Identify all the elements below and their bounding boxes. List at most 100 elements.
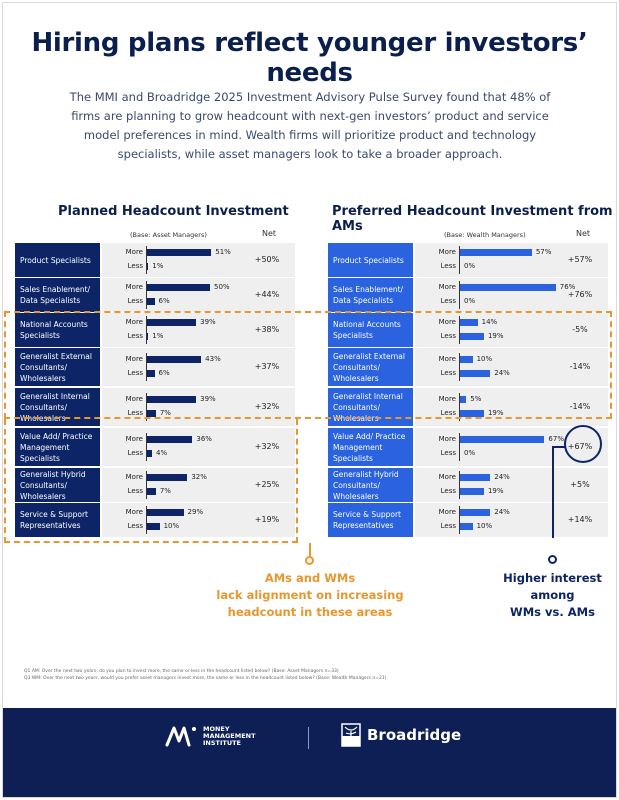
more-label: More <box>438 508 456 516</box>
less-bar <box>147 523 160 530</box>
navy-callout-line: WMs vs. AMs <box>510 605 595 619</box>
net-value: +25% <box>254 480 280 489</box>
less-label: Less <box>440 332 456 340</box>
less-value: 6% <box>158 369 170 377</box>
less-bar <box>460 488 484 495</box>
more-value: 14% <box>481 318 498 326</box>
more-value: 32% <box>191 473 207 481</box>
net-value: +5% <box>570 480 590 489</box>
less-label: Less <box>127 487 143 495</box>
more-value: 43% <box>205 355 221 363</box>
more-label: More <box>438 435 456 443</box>
category-label: Value Add/ Practice Management Specialis… <box>328 428 413 466</box>
net-value: +32% <box>254 402 280 411</box>
right-base-note: (Base: Wealth Managers) <box>444 231 526 239</box>
more-bar <box>147 284 210 291</box>
less-label: Less <box>127 332 143 340</box>
bar-axis <box>146 246 147 274</box>
more-bar <box>147 249 212 256</box>
left-panel-title: Planned Headcount Investment <box>58 204 289 219</box>
more-bar <box>460 284 556 291</box>
bar-axis <box>459 506 460 534</box>
row-background <box>102 388 295 426</box>
alignment-highlight-box <box>4 311 612 419</box>
less-value: 0% <box>464 297 476 305</box>
category-label: Sales Enablement/ Data Specialists <box>328 278 413 312</box>
page-title: Hiring plans reflect younger investors’ … <box>31 28 588 88</box>
row-background <box>102 243 295 277</box>
less-value: 0% <box>464 449 476 457</box>
chart-row: Generalist Hybrid Consultants/ Wholesale… <box>328 468 608 502</box>
navy-connector-line <box>552 446 554 538</box>
less-bar <box>147 263 149 270</box>
row-background <box>415 348 608 386</box>
less-bar <box>460 333 484 340</box>
less-value: 24% <box>494 369 510 377</box>
orange-callout-dot <box>305 556 314 565</box>
more-bar <box>147 509 184 516</box>
alignment-highlight-box-lower <box>4 419 298 543</box>
less-label: Less <box>127 522 143 530</box>
category-label: National Accounts Specialists <box>15 313 100 347</box>
more-bar <box>147 436 193 443</box>
chart-row: Generalist Internal Consultants/ Wholesa… <box>328 388 608 426</box>
category-label: Product Specialists <box>15 243 100 277</box>
more-bar <box>460 396 467 403</box>
more-label: More <box>125 473 143 481</box>
more-label: More <box>125 283 143 291</box>
more-bar <box>147 356 202 363</box>
mmi-wordmark: MONEY MANAGEMENT INSTITUTE <box>203 724 256 747</box>
bar-axis <box>146 316 147 344</box>
chart-row: Generalist Internal Consultants/ Wholesa… <box>15 388 295 426</box>
category-label: Value Add/ Practice Management Specialis… <box>15 428 100 466</box>
more-label: More <box>125 508 143 516</box>
more-label: More <box>125 435 143 443</box>
less-value: 6% <box>158 297 170 305</box>
more-value: 36% <box>196 435 212 443</box>
less-value: 7% <box>159 409 171 417</box>
less-label: Less <box>440 487 456 495</box>
bar-axis <box>146 506 147 534</box>
more-bar <box>460 319 478 326</box>
less-label: Less <box>440 409 456 417</box>
row-background <box>415 468 608 502</box>
category-label: Generalist Hybrid Consultants/ Wholesale… <box>328 468 413 502</box>
net-value: +44% <box>254 290 280 299</box>
orange-callout-line: AMs and WMs <box>264 571 356 585</box>
more-value: 51% <box>215 248 231 256</box>
less-value: 10% <box>163 522 180 530</box>
orange-callout-text: AMs and WMs lack alignment on increasing… <box>210 570 410 621</box>
less-bar <box>460 370 491 377</box>
net-value: +14% <box>567 515 593 524</box>
row-background <box>415 503 608 537</box>
more-label: More <box>125 355 143 363</box>
right-net-header: Net <box>576 229 591 238</box>
more-bar <box>460 249 532 256</box>
mmi-line: MANAGEMENT <box>203 731 256 740</box>
bar-axis <box>146 393 147 421</box>
mmi-line: MONEY <box>203 724 230 733</box>
row-background <box>102 468 295 502</box>
category-label: Service & Support Representatives <box>15 503 100 537</box>
net-value: +57% <box>567 255 593 264</box>
broadridge-tree-icon <box>341 723 361 747</box>
row-background <box>102 503 295 537</box>
chart-row: Generalist Hybrid Consultants/ Wholesale… <box>15 468 295 502</box>
less-bar <box>460 523 473 530</box>
more-bar <box>147 319 197 326</box>
net-value: +76% <box>567 290 593 299</box>
row-background <box>102 313 295 347</box>
net-value: +37% <box>254 362 280 371</box>
less-value: 19% <box>487 332 504 340</box>
less-label: Less <box>440 369 456 377</box>
bar-axis <box>459 393 460 421</box>
orange-connector-line <box>309 543 311 561</box>
left-base-note: (Base: Asset Managers) <box>130 231 207 239</box>
bar-axis <box>146 433 147 461</box>
net-value: +50% <box>254 255 280 264</box>
more-value: 50% <box>214 283 230 291</box>
chart-row: Product Specialists More Less 57% 0% +57… <box>328 243 608 277</box>
less-bar <box>147 298 155 305</box>
more-value: 24% <box>494 508 510 516</box>
left-net-header: Net <box>262 229 277 238</box>
